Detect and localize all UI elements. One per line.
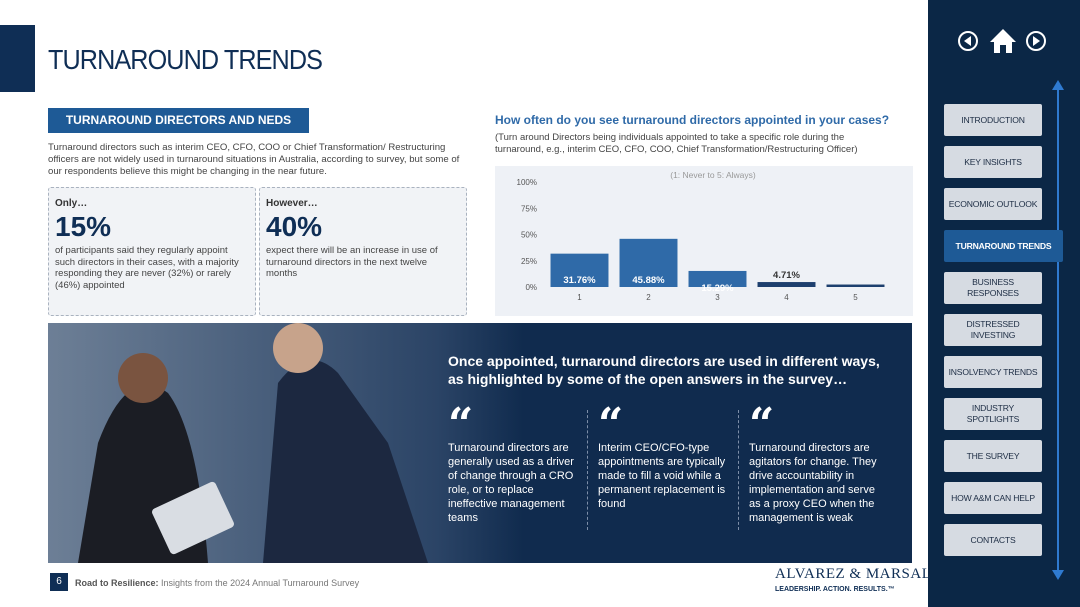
nav-button[interactable]: INSOLVENCY TRENDS [944,356,1042,388]
x-tick-label: 3 [715,293,720,302]
tagline: LEADERSHIP. ACTION. RESULTS.™ [775,586,895,593]
separator [738,410,739,530]
chart-title: How often do you see turnaround director… [495,113,890,127]
nav-button[interactable]: CONTACTS [944,524,1042,556]
x-tick-label: 4 [784,293,789,302]
y-tick-label: 100% [517,178,537,187]
quote: Turnaround directors are agitators for c… [749,442,877,524]
card-label: Only… [55,198,88,209]
quote-panel [48,323,912,563]
brand: ALVAREZ & MARSAL [775,566,932,582]
x-tick-label: 1 [577,293,582,302]
stat-card: Only… 15% of participants said they regu… [48,187,256,316]
y-tick-label: 0% [525,283,537,292]
page-title: TURNAROUND TRENDS [48,44,323,75]
chart-bg [495,166,913,316]
card-label: However… [266,198,318,209]
photo [48,323,912,563]
nav-button[interactable]: INTRODUCTION [944,104,1042,136]
bar [688,270,747,287]
x-tick-label: 2 [646,293,651,302]
nav-button[interactable]: HOW A&M CAN HELP [944,482,1042,514]
nav-button[interactable]: INDUSTRY SPOTLIGHTS [944,398,1042,430]
nav-button[interactable]: BUSINESS RESPONSES [944,272,1042,304]
card-text: expect there will be an increase in use … [266,245,438,279]
separator [587,410,588,530]
footer-text: Road to Resilience: Insights from the 20… [75,578,359,588]
bar [550,253,609,287]
quote: Interim CEO/CFO-type appointments are ty… [598,442,726,510]
quote: Turnaround directors are generally used … [448,442,574,524]
chart: (1: Never to 5: Always) 0% 25% 50% 75% 100% 1… [495,166,913,316]
quote-mark: “ [448,399,474,450]
nav-icons [958,29,1064,580]
value-label: 15.29% [701,283,734,294]
chart-subtitle: (Turn around Directors being individuals… [495,132,858,155]
bar [757,282,816,287]
nav-button[interactable]: KEY INSIGHTS [944,146,1042,178]
footer-series: Road to Resilience: [75,578,159,588]
nav-panel: INTRODUCTION KEY INSIGHTS ECONOMIC OUTLOOK… [928,0,1080,607]
stat-card: However… 40% expect there will be an inc… [259,187,467,316]
nav-button[interactable]: TURNAROUND TRENDS [944,230,1063,262]
y-tick-label: 50% [521,231,537,240]
next-icon[interactable] [1026,31,1046,51]
card-stat: 40% [266,211,323,242]
intro-text: Turnaround directors such as interim CEO… [48,142,460,177]
nav-button[interactable]: DISTRESSED INVESTING [944,314,1042,346]
value-label: 4.71% [773,270,800,281]
y-tick-label: 25% [521,257,537,266]
x-tick-label: 5 [853,293,858,302]
nav-button[interactable]: THE SURVEY [944,440,1042,472]
chart-note: (1: Never to 5: Always) [670,170,756,180]
home-icon[interactable] [990,29,1016,53]
card-stat: 15% [55,211,112,242]
bar [619,238,678,287]
quote-mark: “ [749,399,775,450]
prev-icon[interactable] [958,31,978,51]
footer-subtitle: Insights from the 2024 Annual Turnaround… [161,578,360,588]
card-text: of participants said they regularly appo… [55,245,239,291]
nav-button[interactable]: ECONOMIC OUTLOOK [944,188,1042,220]
title-bar [0,25,35,92]
bar [826,284,885,287]
quote-mark: “ [598,399,624,450]
y-tick-label: 75% [521,204,537,213]
value-label: 45.88% [632,275,665,286]
quotes-heading: Once appointed, turnaround directors are… [448,353,880,387]
value-label: 31.76% [563,275,596,286]
section-heading: TURNAROUND DIRECTORS AND NEDS [48,108,309,133]
page-number: 6 [50,573,68,591]
